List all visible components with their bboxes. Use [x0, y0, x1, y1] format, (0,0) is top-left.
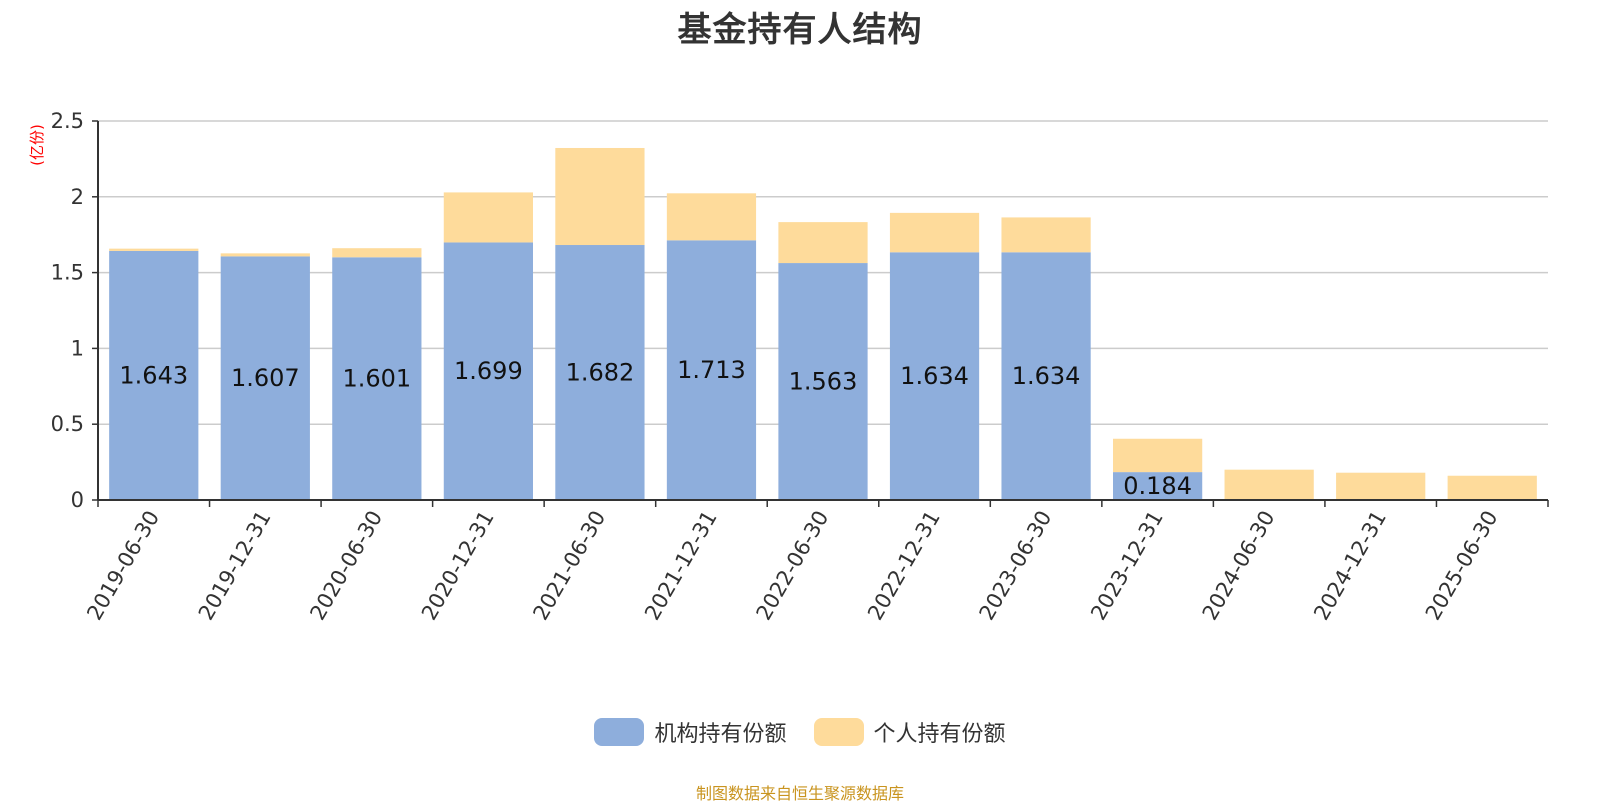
- bar-institutional: [109, 250, 199, 500]
- y-axis-label: (亿份): [28, 124, 46, 166]
- x-tick-label: 2022-06-30: [752, 507, 834, 625]
- bar-institutional: [889, 252, 980, 500]
- x-tick-label: 2023-12-31: [1086, 507, 1168, 625]
- x-tick-label: 2022-12-31: [863, 507, 945, 625]
- y-tick-label: 1: [71, 336, 84, 360]
- legend-swatch-institutional: [594, 718, 645, 746]
- bars: 1.643 1.607 1.601 1.699 1.682 1.713 1.563 1.634…: [109, 147, 1537, 501]
- x-tick-label: 2024-12-31: [1309, 507, 1391, 625]
- y-tick-label: 2: [71, 185, 84, 209]
- bar-individual: [109, 248, 199, 251]
- bar-institutional: [778, 263, 868, 500]
- data-label: 1.601: [342, 365, 411, 393]
- bar-individual: [332, 248, 422, 258]
- y-tick-label: 2.5: [51, 109, 84, 133]
- x-tick-label: 2020-06-30: [305, 507, 387, 625]
- data-label: 1.713: [677, 356, 746, 384]
- x-tick-label: 2019-06-30: [82, 507, 164, 625]
- data-source-note: 制图数据来自恒生聚源数据库: [695, 784, 904, 803]
- bar-institutional: [666, 240, 757, 500]
- bar-individual: [889, 212, 980, 253]
- bar-institutional: [555, 245, 645, 500]
- bar-individual: [1336, 472, 1426, 500]
- legend-item-institutional[interactable]: 机构持有份额: [594, 716, 787, 748]
- x-tick-label: 2023-06-30: [975, 507, 1057, 625]
- legend-label-institutional: 机构持有份额: [654, 722, 787, 747]
- bar-institutional: [1001, 252, 1091, 500]
- bar-individual: [1224, 469, 1314, 500]
- chart-title: 基金持有人结构: [677, 10, 923, 50]
- data-label: 1.643: [119, 361, 188, 389]
- legend: 机构持有份额 个人持有份额: [0, 716, 1600, 752]
- bar-institutional: [1113, 472, 1203, 500]
- bar-institutional: [332, 257, 422, 500]
- legend-label-individual: 个人持有份额: [873, 722, 1006, 747]
- x-tick-label: 2021-06-30: [528, 507, 610, 625]
- x-tick-label: 2024-06-30: [1198, 507, 1280, 625]
- bar-institutional: [443, 242, 533, 501]
- data-label: 0.184: [1123, 472, 1192, 500]
- bar-individual: [220, 253, 310, 257]
- x-tick-label: 2021-12-31: [640, 507, 722, 625]
- legend-item-individual[interactable]: 个人持有份额: [813, 716, 1006, 748]
- data-label: 1.682: [566, 359, 635, 387]
- bar-individual: [1113, 438, 1203, 473]
- legend-swatch-individual: [813, 718, 864, 746]
- bar-individual: [778, 222, 868, 264]
- bar-institutional: [220, 256, 310, 500]
- y-tick-label: 0.5: [51, 412, 84, 436]
- data-label: 1.699: [454, 357, 523, 385]
- data-label: 1.563: [789, 368, 858, 396]
- x-tick-label: 2019-12-31: [194, 507, 276, 625]
- y-tick-label: 1.5: [51, 261, 84, 285]
- data-label: 1.634: [1012, 362, 1081, 390]
- x-tick-label: 2020-12-31: [417, 507, 499, 625]
- bar-individual: [443, 192, 533, 243]
- data-label: 1.607: [231, 364, 300, 392]
- bar-individual: [1001, 217, 1091, 253]
- x-tick-label: 2025-06-30: [1421, 507, 1503, 625]
- bar-individual: [666, 193, 757, 241]
- bar-individual: [555, 147, 645, 246]
- data-label: 1.634: [900, 362, 969, 390]
- y-tick-label: 0: [71, 488, 84, 512]
- bar-individual: [1447, 475, 1537, 500]
